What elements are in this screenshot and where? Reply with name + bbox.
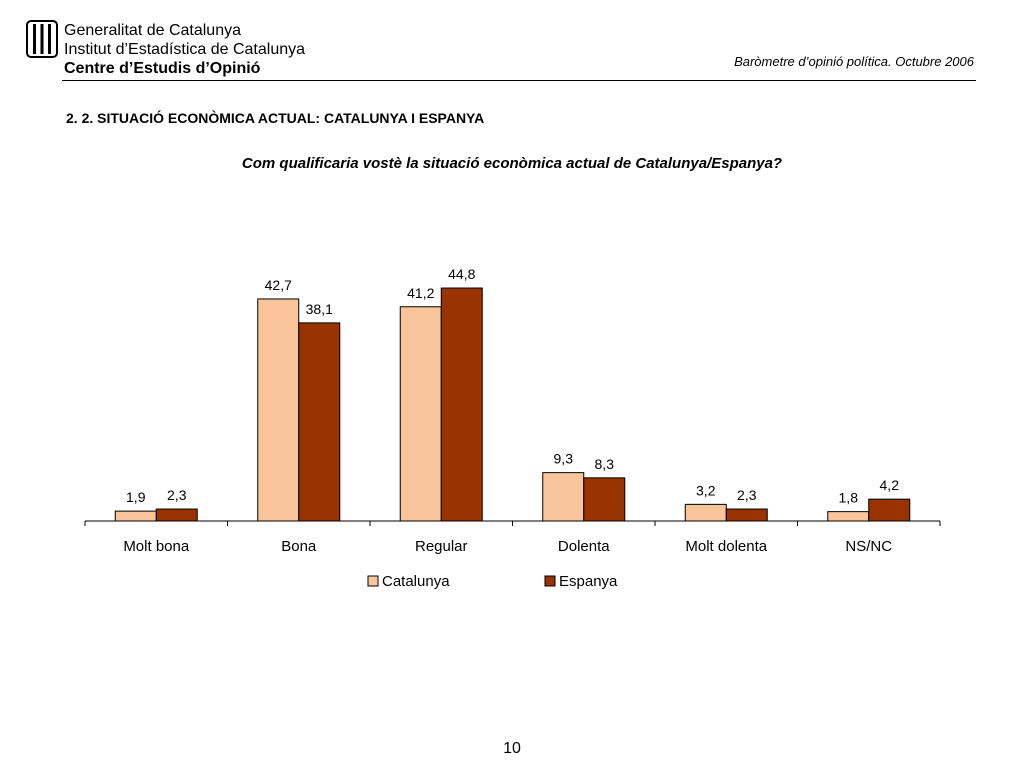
data-label: 8,3 xyxy=(595,456,615,472)
header-divider xyxy=(62,80,976,81)
data-label: 44,8 xyxy=(448,266,475,282)
bar-espanya xyxy=(868,498,911,522)
bar-catalunya xyxy=(684,503,727,522)
data-label: 41,2 xyxy=(407,285,434,301)
bar-espanya xyxy=(583,477,626,522)
data-label: 9,3 xyxy=(554,451,574,467)
bar-chart: 1,9 2,3 Molt bona 42,7 38,1 Bona 41,2 44,8 Regul… xyxy=(84,266,941,590)
bar-espanya xyxy=(725,508,768,522)
x-tick-label: Dolenta xyxy=(558,538,610,555)
page-number: 10 xyxy=(503,740,521,757)
bar-catalunya xyxy=(114,510,157,522)
data-label: 4,2 xyxy=(880,477,900,493)
data-label: 1,8 xyxy=(839,490,859,506)
legend-label-espanya: Espanya xyxy=(559,573,618,590)
bar-espanya xyxy=(298,322,341,522)
section-title: 2. 2. SITUACIÓ ECONÒMICA ACTUAL: CATALUN… xyxy=(66,110,485,126)
data-label: 2,3 xyxy=(737,487,757,503)
legend-swatch-catalunya xyxy=(367,575,379,587)
institution-name: Generalitat de Catalunya Institut d’Esta… xyxy=(64,21,305,78)
bar-catalunya xyxy=(399,306,442,522)
logo-line-ceo: Centre d’Estudis d’Opinió xyxy=(64,60,261,77)
x-tick-label: Molt bona xyxy=(123,538,190,555)
data-label: 38,1 xyxy=(306,301,333,317)
legend-swatch-espanya xyxy=(544,575,556,587)
data-label: 42,7 xyxy=(265,277,292,293)
barometer-subtitle: Baròmetre d’opinió política. Octubre 200… xyxy=(734,54,974,69)
logo-line-idescat: Institut d’Estadística de Catalunya xyxy=(64,41,306,58)
data-label: 2,3 xyxy=(167,487,187,503)
x-tick-label: Molt dolenta xyxy=(685,538,767,555)
legend-label-catalunya: Catalunya xyxy=(382,573,450,590)
bar-espanya xyxy=(440,287,483,522)
x-tick-label: NS/NC xyxy=(845,538,892,555)
x-tick-label: Regular xyxy=(415,538,468,555)
data-label: 3,2 xyxy=(696,482,716,498)
bar-catalunya xyxy=(827,511,870,522)
x-tick-label: Bona xyxy=(281,538,317,555)
survey-question: Com qualificaria vostè la situació econò… xyxy=(241,155,783,172)
bar-espanya xyxy=(155,508,198,522)
logo-line-generalitat: Generalitat de Catalunya xyxy=(64,22,241,39)
catalan-flag-emblem-icon xyxy=(26,20,58,58)
bar-catalunya xyxy=(257,298,300,522)
bar-catalunya xyxy=(542,472,585,522)
data-label: 1,9 xyxy=(126,489,146,505)
